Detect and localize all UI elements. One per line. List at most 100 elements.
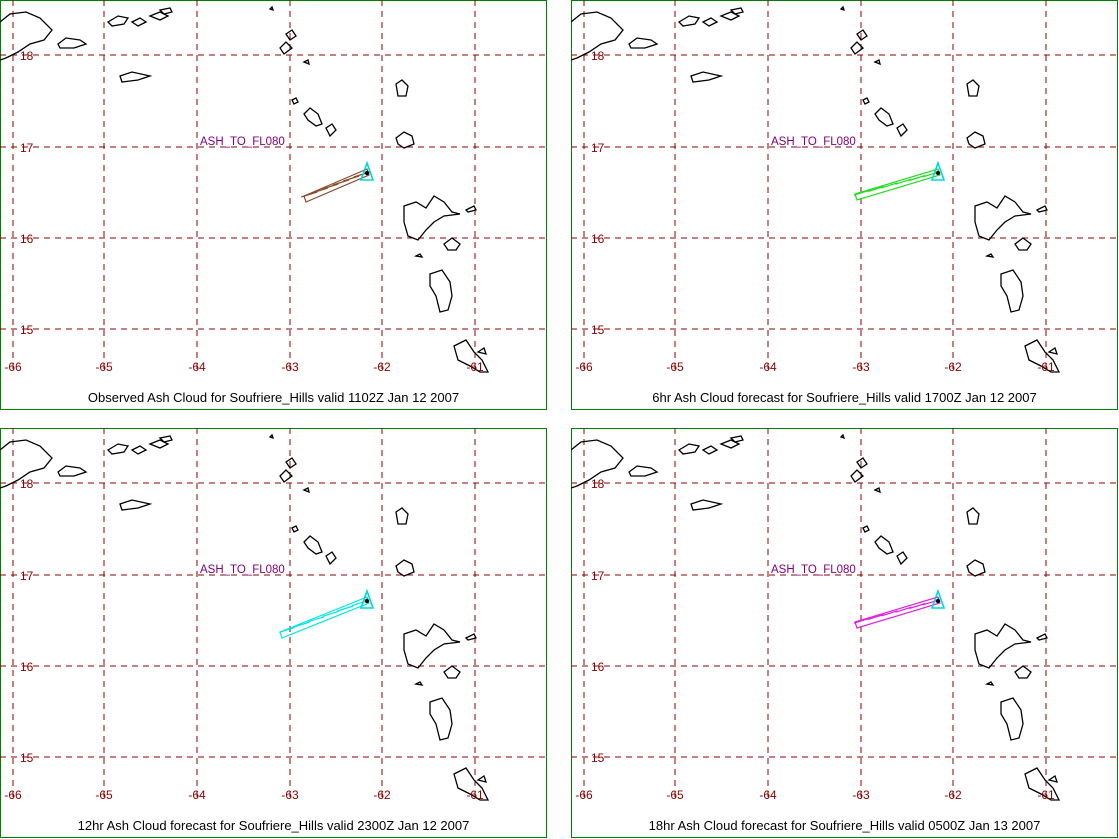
ash-cloud-hatch [343,175,360,182]
latitude-label: 18 [20,49,34,63]
coastline [268,433,275,440]
coastline [1024,767,1061,801]
coastline [729,7,744,15]
latitude-label: 15 [20,751,34,765]
ash-cloud-hatch [337,605,354,612]
longitude-label: -65 [666,788,684,802]
map-frame [0,0,547,410]
ash-cloud-hatch [895,606,912,613]
coastline [677,15,701,27]
map-observed: 18 17 16 15 -66 -65 -64 -63 -62 -61 ASH_TO_FL080 Ob… [0,0,547,410]
coastline [429,697,453,741]
coastline [1000,269,1024,313]
coastline [395,507,409,525]
coastline [285,457,297,469]
coastline [403,623,461,669]
ash-cloud-hatch [867,613,884,621]
map-forecast-12hr: 18 17 16 15 -66 -65 -64 -63 -62 -61 ASH_TO_FL080 12… [0,428,547,838]
ash-cloud-hatch [881,182,898,189]
ash-cloud-hatch [867,185,884,193]
latitude-label: 15 [591,323,605,337]
coastline [279,469,293,483]
longitude-label: -61 [466,788,484,802]
coastline [571,11,624,61]
latitude-label: 16 [20,232,34,246]
latitude-label: 17 [20,141,34,155]
coastline [677,443,701,455]
longitude-label: -66 [4,360,22,374]
coastline [291,525,299,533]
coastline [856,29,868,41]
coastline [729,435,744,443]
longitude-label: -62 [373,360,391,374]
latitude-label: 17 [591,569,605,583]
volcano-location-dot [364,170,370,176]
longitude-label: -66 [4,788,22,802]
coastline [119,71,153,83]
coastline [719,439,741,449]
latitude-label: 16 [591,232,605,246]
longitude-label: -64 [759,788,777,802]
coastline [476,774,487,783]
coastline [874,107,894,127]
coastline [701,17,719,27]
coastline [1000,697,1024,741]
ash-cloud-polygon [279,596,370,639]
longitude-label: -61 [1037,788,1055,802]
coastline [966,559,986,577]
coastline [57,465,88,477]
longitude-label: -65 [95,360,113,374]
coastline [966,79,980,97]
coastline [1047,774,1058,783]
map-frame [571,428,1118,838]
coastline-group [571,5,1061,373]
flight-level-label: ASH_TO_FL080 [771,136,856,148]
ash-cloud-hatch [322,610,339,617]
volcano-triangle-icon [930,160,946,181]
coastline [896,551,908,566]
ash-cloud-hatch [853,189,871,196]
coastline [701,445,719,455]
ash-cloud-hatch [301,191,318,198]
flight-level-label: ASH_TO_FL080 [771,564,856,576]
longitude-label: -62 [373,788,391,802]
ash-cloud-outline [854,168,941,201]
coastline-group [0,5,490,373]
volcano-triangle-icon [930,588,946,609]
coastline [403,195,461,241]
map-forecast-6hr: 18 17 16 15 -66 -65 -64 -63 -62 -61 ASH_TO_FL080 6h… [571,0,1118,410]
coastline [874,535,894,555]
coastline [628,37,659,49]
ash-cloud-outline [303,168,370,203]
ash-cloud-polygon [853,168,941,201]
coastline [0,439,53,489]
panel-forecast-12hr: 18 17 16 15 -66 -65 -64 -63 -62 -61 ASH_TO_FL080 12… [0,428,547,838]
coastline [119,499,153,511]
coastline [628,465,659,477]
coastline [268,5,275,12]
coastline [130,445,148,455]
coastline [443,665,461,679]
panel-forecast-6hr: 18 17 16 15 -66 -65 -64 -63 -62 -61 ASH_TO_FL080 6h… [571,0,1118,410]
coastline [130,17,148,27]
ash-cloud-hatch [308,616,325,623]
coastline [850,469,864,483]
longitude-label: -63 [852,360,870,374]
longitude-label: -66 [575,788,593,802]
panel-caption: Observed Ash Cloud for Soufriere_Hills v… [88,390,459,405]
latitude-label: 17 [20,569,34,583]
coastline [873,487,881,494]
longitude-label: -63 [852,788,870,802]
coastline [0,11,53,61]
panel-caption: 18hr Ash Cloud forecast for Soufriere_Hi… [649,818,1041,833]
coastline [443,237,461,251]
coastline [302,487,310,494]
coastline [873,59,881,66]
ash-cloud-outline [854,596,941,629]
longitude-label: -62 [944,360,962,374]
lat-lon-grid [0,428,547,801]
coastline-group [571,433,1061,801]
coastline [158,7,173,15]
coastline [571,439,624,489]
coastline [719,11,741,21]
